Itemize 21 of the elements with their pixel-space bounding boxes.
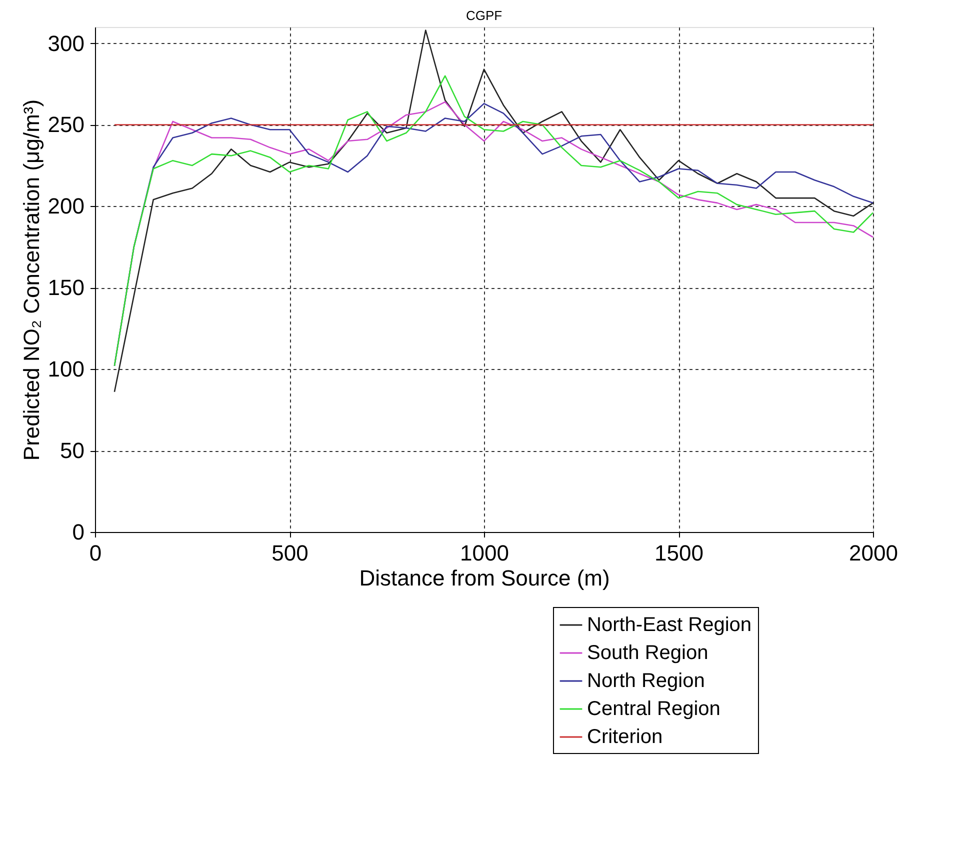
y-tick-label: 200 xyxy=(48,194,84,219)
chart-title: CGPF xyxy=(466,8,502,23)
x-tick-label: 2000 xyxy=(849,540,898,566)
legend-label: South Region xyxy=(587,642,708,664)
y-tick-label: 250 xyxy=(48,112,84,138)
legend-label: Central Region xyxy=(587,698,720,720)
legend-label: North Region xyxy=(587,670,705,692)
line-series xyxy=(114,30,873,393)
legend-label: North-East Region xyxy=(587,614,752,636)
y-tick-label: 0 xyxy=(72,520,84,544)
x-tick-label: 500 xyxy=(272,540,308,566)
y-tick-label: 150 xyxy=(48,275,84,300)
y-tick-label: 100 xyxy=(48,356,84,382)
x-tick-label: 1500 xyxy=(654,540,704,566)
y-axis-title: Predicted NO₂ Concentration (μg/m³) xyxy=(18,99,44,461)
legend-label: Criterion xyxy=(587,726,663,748)
y-tick-label: 300 xyxy=(48,30,84,56)
x-axis-title: Distance from Source (m) xyxy=(359,566,610,590)
x-tick-label: 1000 xyxy=(460,540,509,566)
x-tick-label: 0 xyxy=(89,540,102,566)
y-tick-label: 50 xyxy=(60,438,84,464)
